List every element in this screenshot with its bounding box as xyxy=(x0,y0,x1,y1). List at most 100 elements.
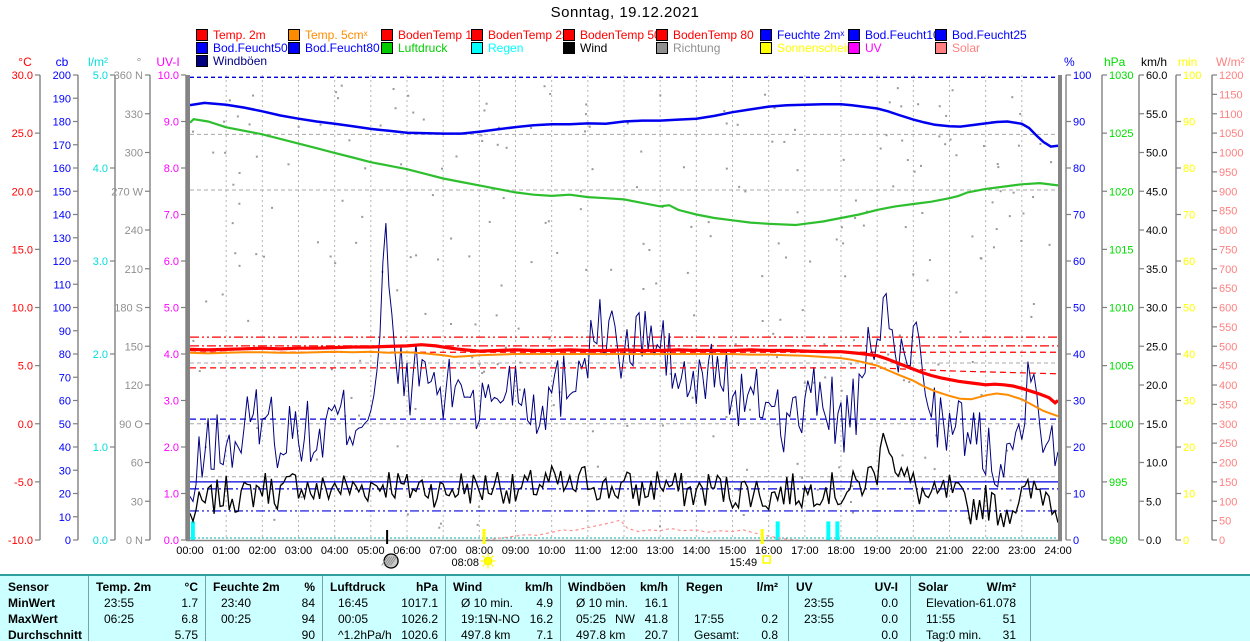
table-cell-value: 7.1 xyxy=(536,628,553,642)
legend-label: Bod.Feucht10 xyxy=(865,28,940,42)
axis-tick-label: 0.0 xyxy=(18,419,33,431)
axis-tick-label: 35.0 xyxy=(1146,264,1167,276)
table-cell-direction: NW xyxy=(615,612,635,626)
legend-item-luftdruck: Luftdruck xyxy=(381,41,447,55)
axis-tick-label: 330 xyxy=(125,109,143,121)
axis-tick-label: 990 xyxy=(1109,535,1127,547)
axis-tick-label: 40 xyxy=(1183,349,1195,361)
table-cell-value: 1020.6 xyxy=(401,628,438,642)
axis-tick-label: 50 xyxy=(1183,303,1195,315)
axis-tick-label: 300 xyxy=(1219,419,1237,431)
axis-tick-label: 30.0 xyxy=(1146,303,1167,315)
richtung-dot xyxy=(917,103,920,106)
richtung-dot xyxy=(737,489,740,492)
axis-header-min: min xyxy=(1178,55,1197,69)
table-cell-value: 94 xyxy=(301,612,315,626)
legend-swatch xyxy=(760,29,772,41)
richtung-dot xyxy=(796,169,799,172)
axis-tick-label: 1025 xyxy=(1109,128,1133,140)
richtung-dot xyxy=(1012,191,1015,194)
richtung-dot xyxy=(887,353,890,356)
richtung-dot xyxy=(340,84,343,87)
richtung-dot xyxy=(707,221,710,224)
richtung-dot xyxy=(1039,142,1042,145)
legend-item-bodentemp-80: BodenTemp 80 xyxy=(656,28,754,42)
richtung-dot xyxy=(783,140,786,143)
axis-tick-label: 20.0 xyxy=(1146,380,1167,392)
richtung-dot xyxy=(441,167,444,170)
richtung-dot xyxy=(995,228,998,231)
time-label: 12:00 xyxy=(610,545,638,557)
axis-tick-label: 40 xyxy=(1073,349,1085,361)
legend-label: BodenTemp 10 xyxy=(398,28,479,42)
richtung-dot xyxy=(773,106,776,109)
axis-tick-label: 0 xyxy=(65,535,71,547)
richtung-dot xyxy=(896,87,899,90)
richtung-dot xyxy=(496,363,499,366)
richtung-dot xyxy=(415,254,418,257)
richtung-dot xyxy=(885,134,888,137)
sunset-square-icon xyxy=(762,555,771,564)
richtung-dot xyxy=(500,284,503,287)
axis-header-hpa: hPa xyxy=(1104,55,1126,69)
axis-tick-label: 1020 xyxy=(1109,186,1133,198)
richtung-dot xyxy=(361,215,364,218)
table-cell-value: 20.7 xyxy=(644,628,668,642)
axis-tick-label: 100 xyxy=(1219,496,1237,508)
legend-label: BodenTemp 25 xyxy=(488,28,569,42)
axis-tick-label: 50 xyxy=(1219,516,1231,528)
richtung-dot xyxy=(979,257,982,260)
axis-header-pct: % xyxy=(1064,55,1075,69)
axis-tick-label: 8.0 xyxy=(164,163,179,175)
richtung-dot xyxy=(723,110,726,113)
richtung-dot xyxy=(771,140,774,143)
axis-tick-label: -10.0 xyxy=(8,535,33,547)
richtung-dot xyxy=(991,201,994,204)
axis-tick-label: 130 xyxy=(53,233,71,245)
richtung-dot xyxy=(1050,161,1053,164)
richtung-dot xyxy=(483,109,486,112)
richtung-dot xyxy=(906,159,909,162)
time-label: 10:00 xyxy=(538,545,566,557)
table-cell-time: Elevation xyxy=(926,596,976,610)
axis-tick-label: 200 xyxy=(53,70,71,82)
richtung-dot xyxy=(297,125,300,128)
richtung-dot xyxy=(971,235,974,238)
richtung-dot xyxy=(955,154,958,157)
richtung-dot xyxy=(852,339,855,342)
richtung-dot xyxy=(813,381,816,384)
table-cell-time: Ø 10 min. xyxy=(576,596,629,610)
table-cell-value: 1.7 xyxy=(181,596,198,610)
richtung-dot xyxy=(796,211,799,214)
axis-tick-label: 30 xyxy=(131,496,143,508)
richtung-dot xyxy=(938,105,941,108)
axis-tick-label: 1.0 xyxy=(93,442,108,454)
richtung-dot xyxy=(949,138,952,141)
table-cell-time: 00:25 xyxy=(221,612,252,626)
richtung-dot xyxy=(1022,212,1025,215)
axis-tick-label: 1050 xyxy=(1219,128,1243,140)
richtung-dot xyxy=(862,224,865,227)
richtung-dot xyxy=(992,246,995,249)
axis-tick-label: 1100 xyxy=(1219,109,1243,121)
richtung-dot xyxy=(396,445,399,448)
axis-tick-label: 450 xyxy=(1219,361,1237,373)
table-row-label: MinWert xyxy=(8,596,56,610)
table-cell-value: 6.8 xyxy=(181,612,198,626)
windboeen-line xyxy=(190,223,1058,503)
richtung-dot xyxy=(496,143,499,146)
axis-tick-label: 850 xyxy=(1219,206,1237,218)
time-label: 16:00 xyxy=(755,545,783,557)
richtung-dot xyxy=(879,147,882,150)
weather-chart-svg: °C30.025.020.015.010.05.00.0-5.0-10.0cb2… xyxy=(8,55,1245,569)
sunrise-sun-ray xyxy=(491,564,494,567)
richtung-dot xyxy=(690,225,693,228)
richtung-dot xyxy=(316,241,319,244)
axis-tick-label: 200 xyxy=(1219,458,1237,470)
axis-tick-label: 900 xyxy=(1219,186,1237,198)
richtung-dot xyxy=(485,102,488,105)
richtung-dot xyxy=(548,337,551,340)
axis-tick-label: 70 xyxy=(1183,210,1195,222)
axis-tick-label: 10 xyxy=(1183,489,1195,501)
richtung-dot xyxy=(816,488,819,491)
